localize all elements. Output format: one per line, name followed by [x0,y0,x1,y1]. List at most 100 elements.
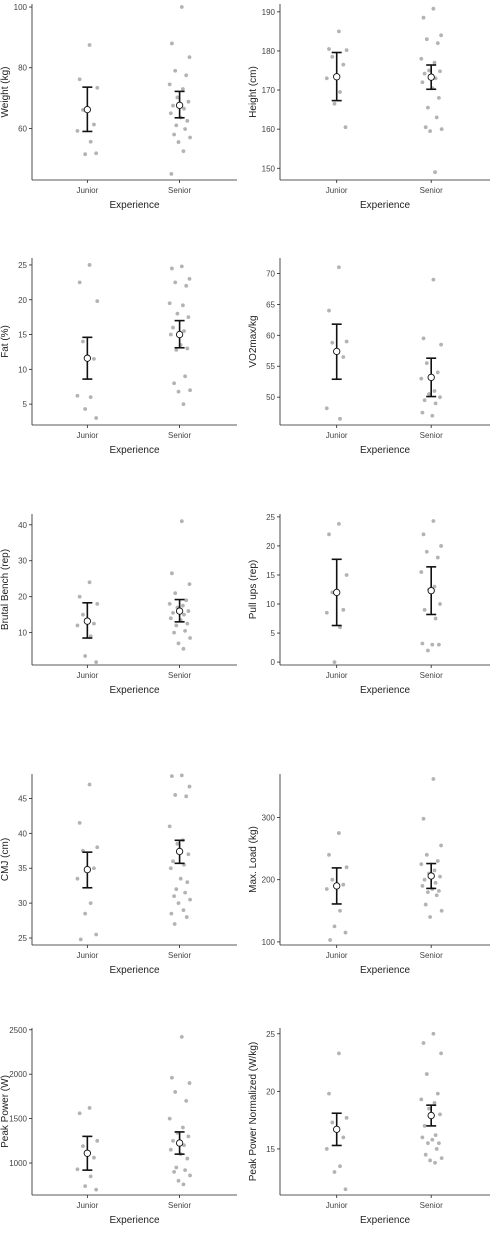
data-point [344,48,349,53]
y-tick-label: 40 [18,521,27,530]
y-tick-label: 25 [266,1030,275,1039]
y-tick-label: 60 [18,124,27,133]
data-point [179,1034,184,1039]
y-tick-label: 5 [23,400,28,409]
data-point [332,660,337,664]
y-tick-label: 65 [266,300,275,309]
y-axis-title: Max. Load (kg) [248,826,259,893]
y-tick-label: 180 [262,47,276,56]
data-point [426,890,430,895]
data-point [424,37,429,42]
data-point [169,172,174,176]
mean-marker [427,1111,435,1120]
data-point [88,395,93,400]
panel-6: 0 5 10 15 20 25 Junior Senior Experience Pull ups… [248,513,490,696]
data-point [343,125,348,130]
data-point [430,642,435,647]
data-point [172,894,177,899]
data-point [170,266,174,271]
y-tick-label: 45 [18,794,27,803]
y-tick-label: 2500 [9,1026,27,1035]
data-point [435,1091,440,1096]
x-tick-label-junior: Junior [326,671,348,680]
data-point [341,1135,346,1140]
data-point [171,325,175,330]
data-point [337,29,341,34]
mean-marker [83,354,92,362]
data-point [83,911,88,916]
data-point [87,263,92,267]
data-point [327,852,331,857]
data-point [92,122,96,127]
y-tick-label: 15 [18,331,27,340]
x-tick-label-junior: Junior [76,186,98,195]
data-point [183,127,188,131]
data-point [175,311,180,316]
group-senior [167,773,192,926]
data-point [435,41,440,46]
x-tick-label-senior: Senior [420,671,443,680]
y-tick-label: 100 [262,938,276,947]
y-tick-label: 35 [18,864,27,873]
data-point [172,381,177,386]
data-point [341,355,346,359]
x-tick-label-senior: Senior [168,671,191,680]
data-point [174,347,179,352]
data-point [168,866,173,871]
data-point [188,636,192,640]
data-point [173,1090,178,1094]
y-tick-label: 170 [262,86,276,95]
data-point [181,1125,185,1130]
x-axis-title: Experience [360,445,410,456]
data-point [75,393,80,398]
y-tick-label: 15 [266,571,275,580]
data-point [439,33,443,38]
data-point [439,908,444,913]
data-point [438,69,442,74]
data-point [419,862,424,867]
data-point [77,1111,82,1116]
mean-marker [427,587,435,595]
y-tick-label: 40 [18,829,27,838]
data-point [433,880,438,885]
y-axis-title: Fat (%) [0,325,11,358]
data-point [183,1168,188,1173]
y-tick-label: 25 [18,261,27,270]
data-point [420,641,425,646]
data-point [437,642,441,647]
data-point [338,416,342,421]
data-point [324,1147,329,1151]
data-point [181,303,185,308]
data-point [92,621,96,626]
data-point [332,1170,337,1174]
y-tick-label: 20 [18,593,27,602]
group-junior [324,29,349,130]
data-point [181,87,185,91]
data-point [431,277,436,282]
data-point [324,610,329,615]
data-point [324,887,329,891]
data-point [188,388,192,393]
data-point [179,264,184,269]
y-axis-title: CMJ (cm) [0,838,11,881]
data-point [437,889,441,893]
x-tick-label-junior: Junior [76,431,98,440]
group-senior [419,277,443,418]
data-point [77,594,82,599]
y-axis-title: Pull ups (rep) [248,560,259,619]
data-point [438,602,442,606]
y-tick-label: 150 [262,164,276,173]
data-point [421,1041,426,1045]
data-point [341,607,346,612]
x-axis-title: Experience [360,200,410,211]
data-point [438,1112,442,1117]
panel-3: 5 10 15 20 25 Junior Senior Experience Fat (%) [0,258,237,456]
data-point [184,794,189,799]
data-point [183,890,188,895]
y-axis-title: Height (cm) [248,66,259,118]
data-point [439,127,444,132]
data-point [324,76,329,81]
data-point [327,47,331,51]
x-tick-label-senior: Senior [168,1201,191,1210]
data-point [188,135,192,140]
